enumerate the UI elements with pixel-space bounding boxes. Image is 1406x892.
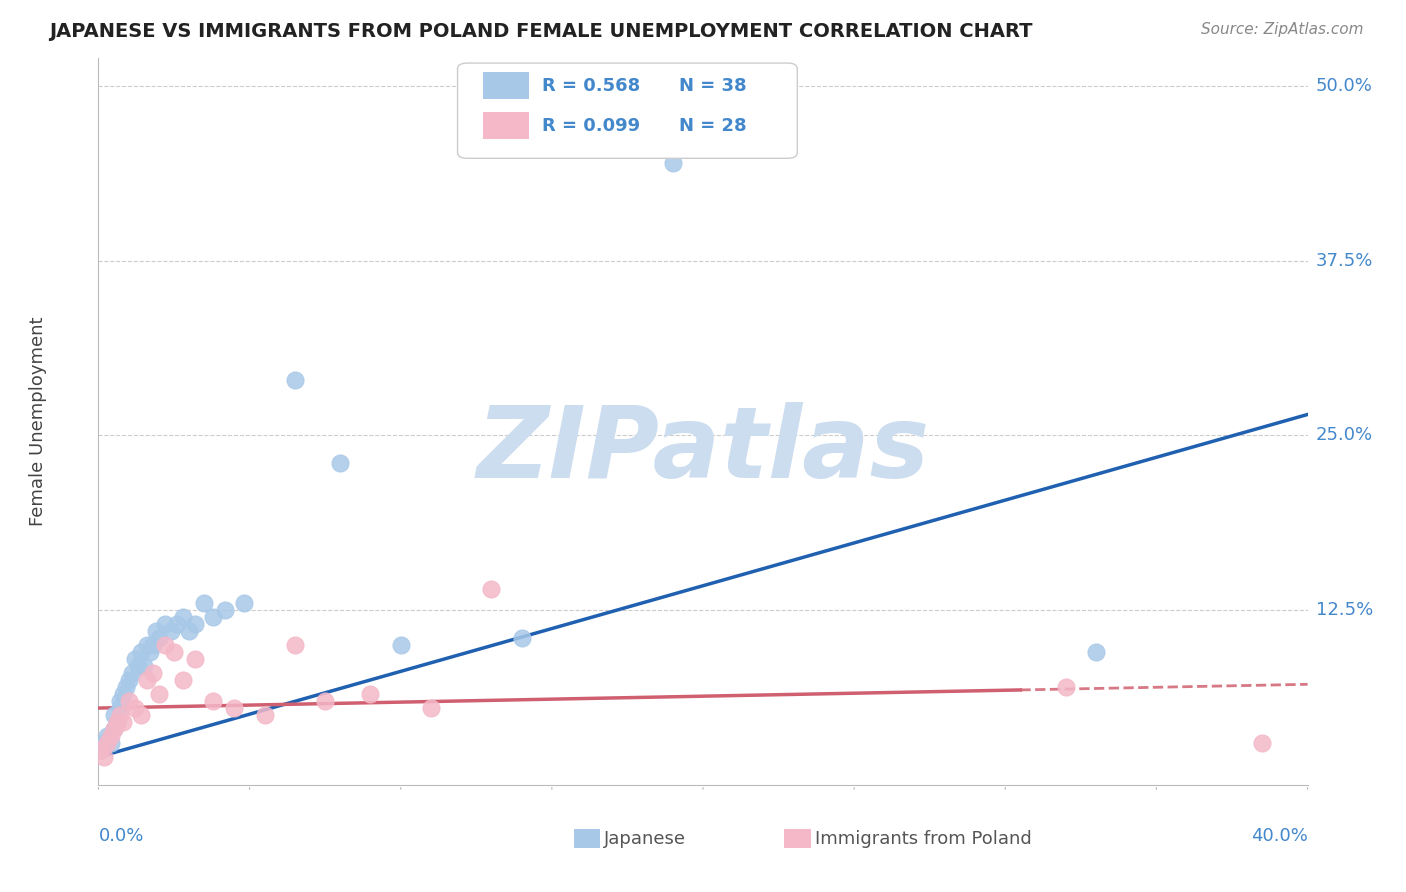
Text: R = 0.568: R = 0.568 bbox=[543, 77, 640, 95]
Point bbox=[111, 687, 134, 701]
Point bbox=[105, 714, 128, 729]
Point bbox=[661, 156, 683, 170]
Point bbox=[172, 673, 194, 687]
Point bbox=[314, 694, 336, 708]
Point bbox=[100, 736, 122, 750]
Point bbox=[114, 680, 136, 694]
Point bbox=[179, 624, 201, 639]
Point bbox=[108, 708, 131, 723]
Point bbox=[142, 638, 165, 652]
Text: N = 38: N = 38 bbox=[679, 77, 747, 95]
Point bbox=[166, 617, 188, 632]
Point bbox=[389, 638, 412, 652]
Point bbox=[118, 673, 141, 687]
Text: 37.5%: 37.5% bbox=[1316, 252, 1374, 269]
Point bbox=[105, 714, 128, 729]
Point bbox=[193, 596, 215, 610]
FancyBboxPatch shape bbox=[482, 112, 529, 139]
Point bbox=[284, 372, 307, 386]
Point bbox=[103, 722, 125, 736]
Point bbox=[118, 694, 141, 708]
Point bbox=[224, 701, 246, 715]
Point bbox=[184, 617, 207, 632]
Text: Female Unemployment: Female Unemployment bbox=[30, 317, 46, 526]
Point bbox=[90, 743, 112, 757]
Point bbox=[124, 701, 146, 715]
Point bbox=[135, 673, 157, 687]
Point bbox=[121, 666, 143, 681]
Point bbox=[145, 624, 167, 639]
Point bbox=[103, 708, 125, 723]
Point bbox=[135, 638, 157, 652]
Point bbox=[129, 645, 152, 659]
Point bbox=[420, 701, 443, 715]
Point bbox=[284, 638, 307, 652]
Text: Japanese: Japanese bbox=[603, 830, 686, 848]
Point bbox=[127, 659, 149, 673]
Text: JAPANESE VS IMMIGRANTS FROM POLAND FEMALE UNEMPLOYMENT CORRELATION CHART: JAPANESE VS IMMIGRANTS FROM POLAND FEMAL… bbox=[49, 22, 1033, 41]
Text: 40.0%: 40.0% bbox=[1251, 827, 1308, 845]
Point bbox=[132, 659, 155, 673]
Point bbox=[214, 603, 236, 617]
Point bbox=[142, 666, 165, 681]
Text: 12.5%: 12.5% bbox=[1316, 601, 1374, 619]
Point bbox=[202, 694, 225, 708]
Point bbox=[90, 743, 112, 757]
Point bbox=[1054, 680, 1077, 694]
Point bbox=[329, 457, 352, 471]
Point bbox=[481, 582, 503, 597]
Point bbox=[148, 687, 170, 701]
Text: ZIPatlas: ZIPatlas bbox=[477, 402, 929, 499]
Text: R = 0.099: R = 0.099 bbox=[543, 117, 640, 135]
Point bbox=[202, 610, 225, 624]
Point bbox=[184, 652, 207, 666]
Point bbox=[93, 736, 115, 750]
Point bbox=[124, 652, 146, 666]
Point bbox=[153, 617, 176, 632]
Point bbox=[163, 645, 186, 659]
Text: Immigrants from Poland: Immigrants from Poland bbox=[815, 830, 1032, 848]
Point bbox=[129, 708, 152, 723]
FancyBboxPatch shape bbox=[482, 71, 529, 99]
Point bbox=[510, 631, 533, 645]
Point bbox=[139, 645, 162, 659]
Point bbox=[148, 631, 170, 645]
Point bbox=[160, 624, 183, 639]
Point bbox=[111, 714, 134, 729]
Text: 0.0%: 0.0% bbox=[98, 827, 143, 845]
Point bbox=[96, 729, 118, 743]
FancyBboxPatch shape bbox=[574, 830, 600, 848]
Point bbox=[253, 708, 276, 723]
Point bbox=[93, 750, 115, 764]
Point bbox=[1085, 645, 1108, 659]
Point bbox=[96, 736, 118, 750]
Point bbox=[232, 596, 254, 610]
Point bbox=[108, 694, 131, 708]
Text: N = 28: N = 28 bbox=[679, 117, 747, 135]
Point bbox=[172, 610, 194, 624]
Point bbox=[1251, 736, 1274, 750]
Point bbox=[153, 638, 176, 652]
Point bbox=[108, 701, 131, 715]
Point bbox=[103, 722, 125, 736]
Text: 50.0%: 50.0% bbox=[1316, 77, 1372, 95]
FancyBboxPatch shape bbox=[785, 830, 811, 848]
Point bbox=[100, 729, 122, 743]
Text: Source: ZipAtlas.com: Source: ZipAtlas.com bbox=[1201, 22, 1364, 37]
Text: 25.0%: 25.0% bbox=[1316, 426, 1374, 444]
Point bbox=[360, 687, 382, 701]
FancyBboxPatch shape bbox=[457, 63, 797, 158]
